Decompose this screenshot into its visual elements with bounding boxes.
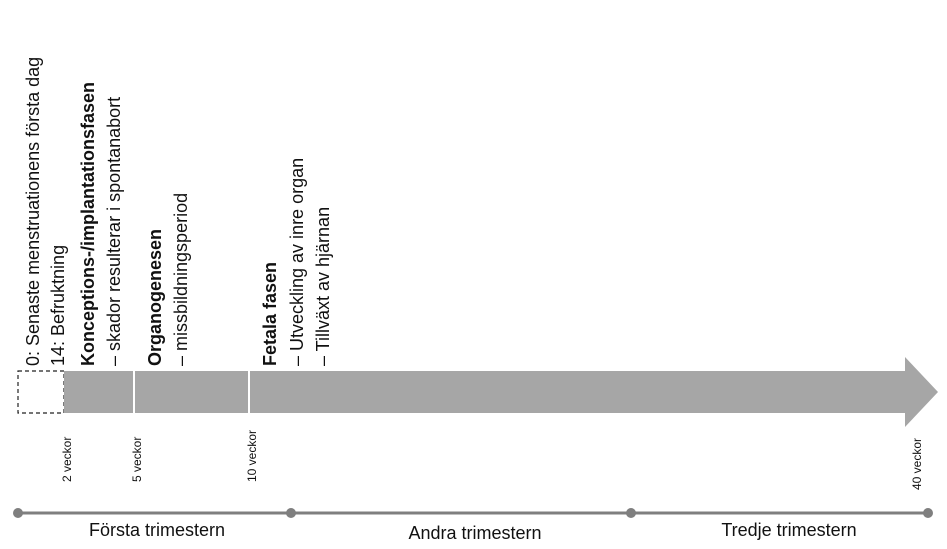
trimester-label: Tredje trimestern [721, 520, 856, 540]
pre-conception-box [17, 370, 65, 414]
label: 14: Befruktning [48, 245, 68, 366]
phase-title: Fetala fasen [260, 262, 280, 366]
week-label: 10 veckor [245, 430, 259, 482]
trimester-dot [626, 508, 636, 518]
trimester-label: Första trimestern [89, 520, 225, 540]
timeline-arrow [64, 357, 938, 427]
phase-note: – skador resulterar i spontanabort [104, 97, 124, 366]
phase-note: – Utveckling av inre organ [287, 158, 307, 366]
label: 0: Senaste menstruationens första dag [23, 57, 43, 366]
week-label: 40 veckor [910, 438, 924, 490]
phase-note: – missbildningsperiod [171, 193, 191, 366]
phase-title: Organogenesen [145, 229, 165, 366]
week-label: 2 veckor [60, 437, 74, 482]
trimester-dot [923, 508, 933, 518]
phase-note: – Tillväxt av hjärnan [313, 207, 333, 366]
trimester-dot [13, 508, 23, 518]
phase-title: Konceptions-/implantationsfasen [78, 82, 98, 366]
trimester-label: Andra trimestern [408, 523, 541, 543]
week-label: 5 veckor [130, 437, 144, 482]
trimester-dot [286, 508, 296, 518]
